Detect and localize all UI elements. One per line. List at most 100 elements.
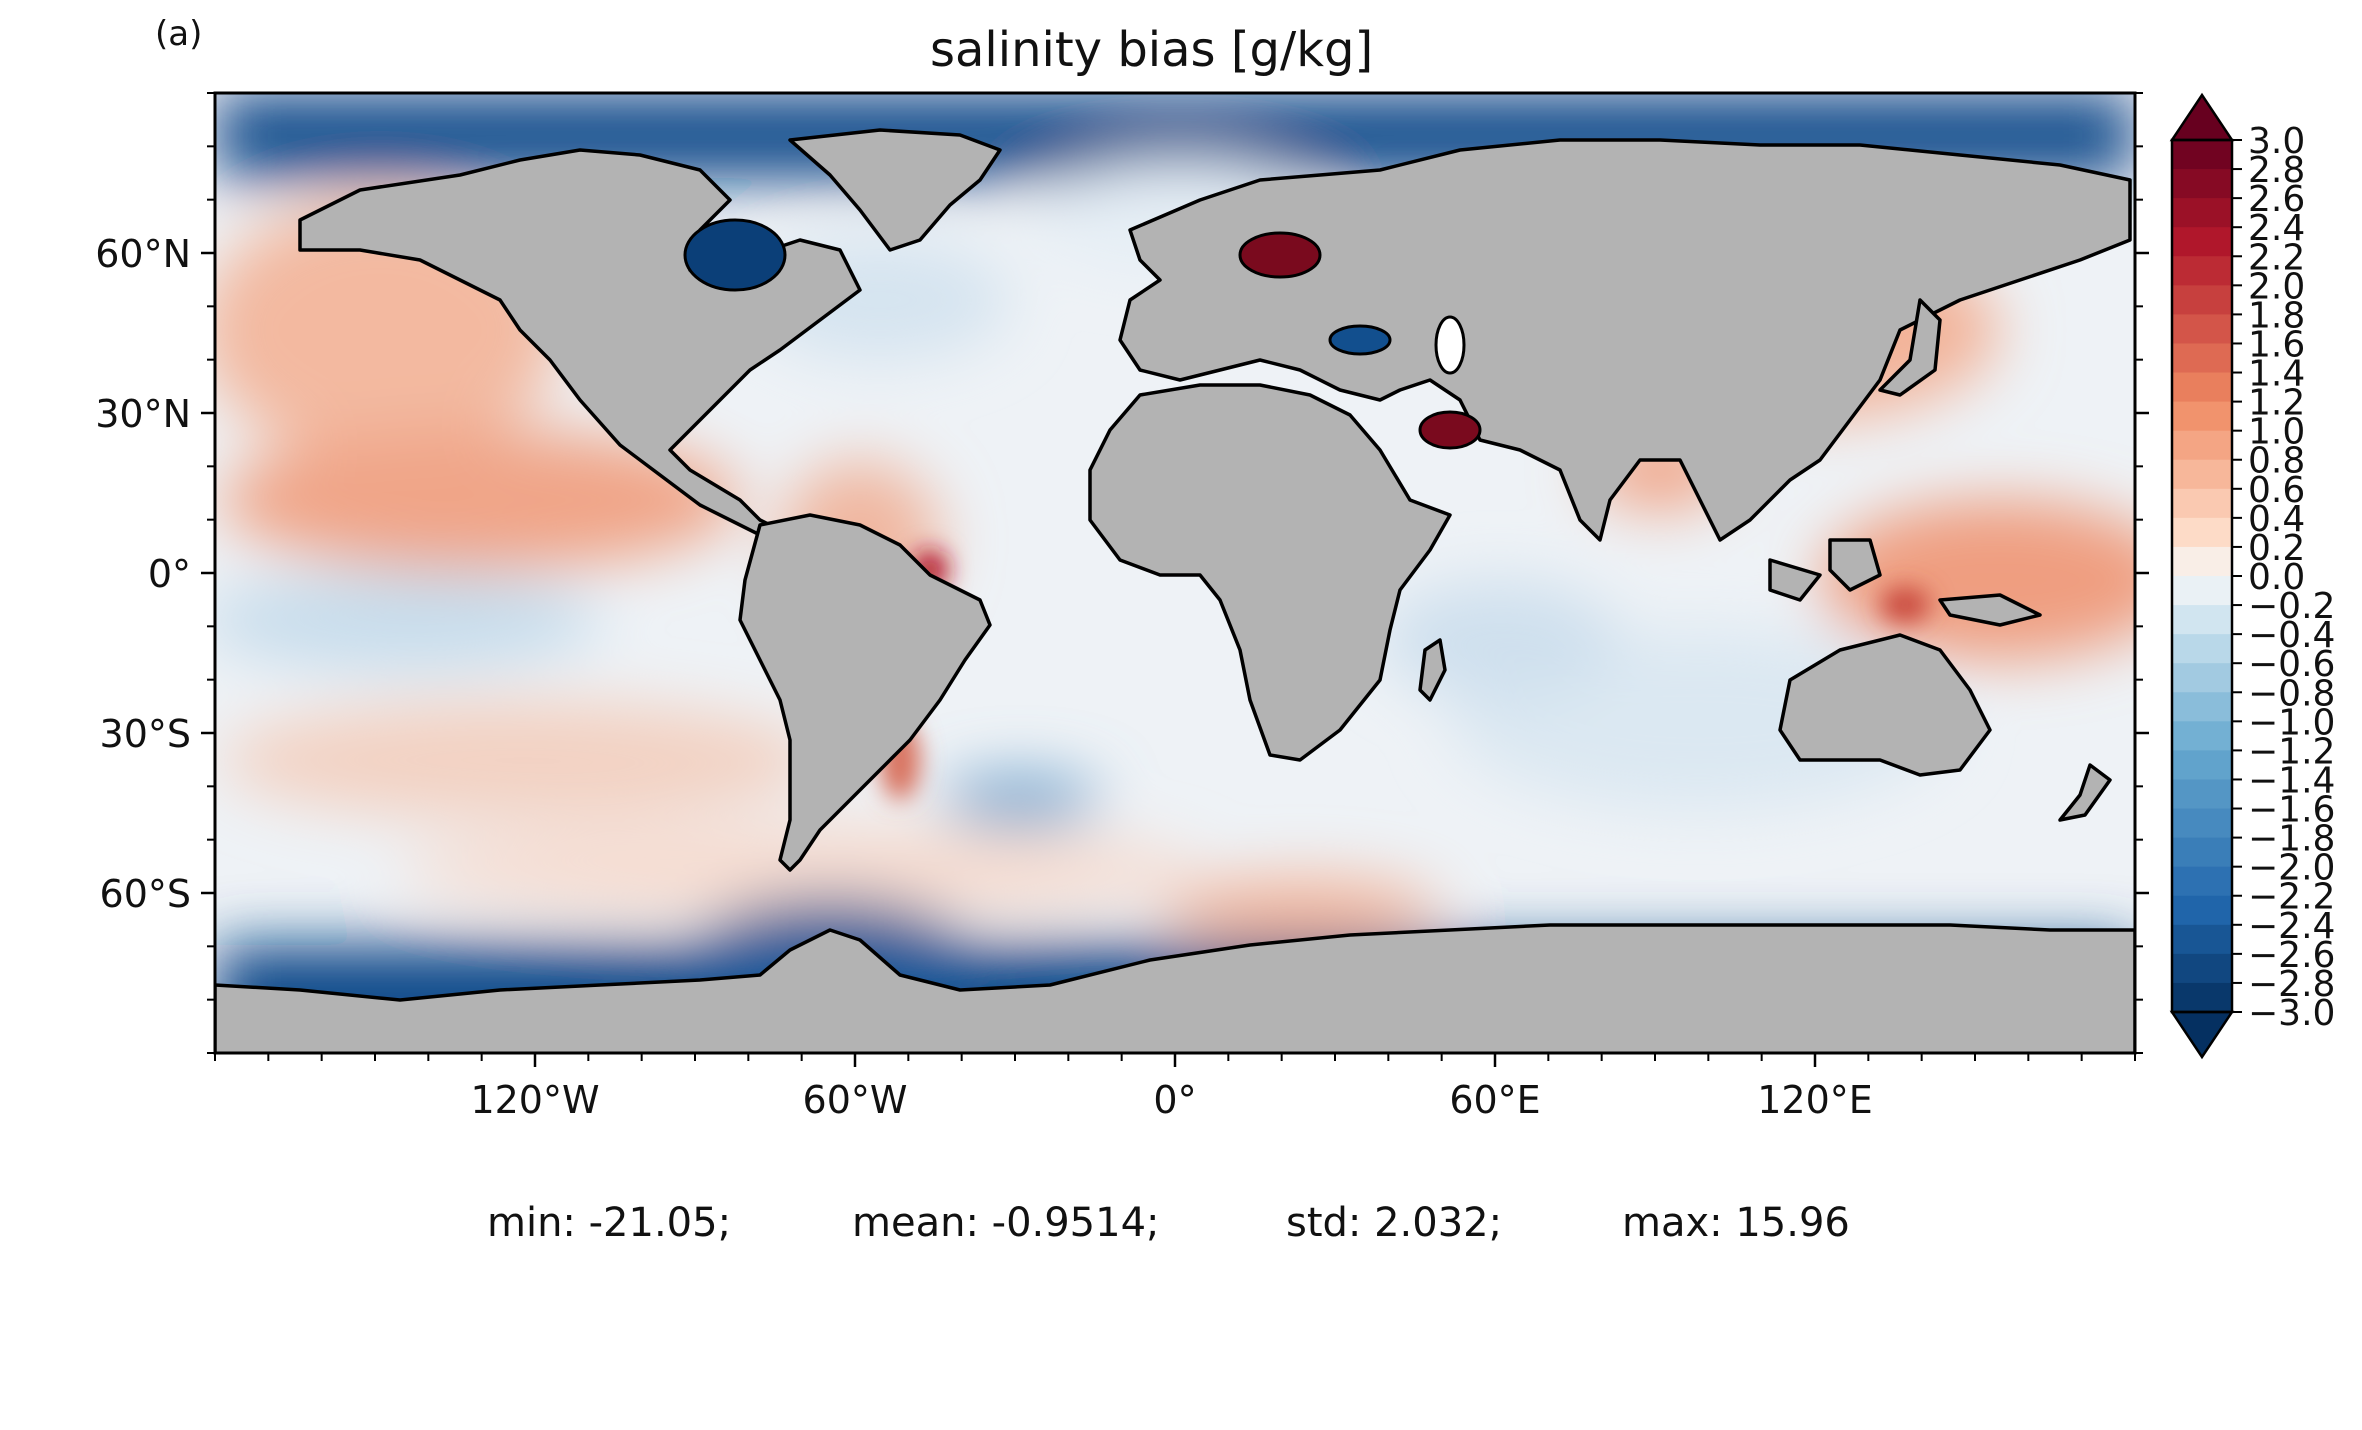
- antarctica-land: [215, 923, 2135, 1053]
- colorbar-segment: [2172, 488, 2232, 519]
- lat-tick-label: 60°S: [100, 872, 191, 916]
- colorbar-segment: [2172, 953, 2232, 984]
- colorbar-extend-max: [2169, 92, 2235, 142]
- colorbar-segment: [2172, 430, 2232, 461]
- map-title: salinity bias [g/kg]: [930, 22, 1374, 78]
- colorbar-tick-label: −3.0: [2248, 993, 2335, 1034]
- colorbar-segment: [2172, 256, 2232, 286]
- colorbar-segment: [2172, 459, 2232, 490]
- longitude-axis: 120°W 60°W 0° 60°E 120°E: [214, 1053, 2136, 1122]
- latitude-axis: 60°N 30°N 0° 30°S 60°S: [95, 92, 2149, 1054]
- colorbar-segment: [2172, 576, 2232, 606]
- stat-mean: mean: -0.9514;: [852, 1200, 1160, 1246]
- colorbar: 3.02.82.62.42.22.01.81.61.41.21.00.80.60…: [2169, 92, 2335, 1060]
- colorbar-segment: [2172, 314, 2232, 345]
- colorbar-segment: [2172, 517, 2232, 548]
- lon-tick-label: 60°E: [1449, 1078, 1540, 1122]
- colorbar-tick-label: 0.4: [2248, 499, 2305, 540]
- colorbar-tick-label: −2.8: [2248, 964, 2335, 1005]
- australia-land: [1778, 633, 1992, 777]
- colorbar-tick-label: −1.6: [2248, 790, 2335, 831]
- panel-label: (a): [155, 14, 203, 54]
- stat-std: std: 2.032;: [1286, 1200, 1503, 1246]
- colorbar-segment: [2172, 866, 2232, 897]
- colorbar-segment: [2172, 808, 2232, 839]
- colorbar-segment: [2172, 750, 2232, 781]
- hudson-bay: [683, 218, 787, 292]
- colorbar-segment: [2172, 837, 2232, 868]
- colorbar-tick-label: −1.8: [2248, 819, 2335, 860]
- colorbar-tick-label: 0.8: [2248, 441, 2305, 482]
- colorbar-tick-label: −0.4: [2248, 615, 2335, 656]
- persian-gulf: [1418, 410, 1482, 450]
- colorbar-tick-label: −2.4: [2248, 906, 2335, 947]
- north-america-land: [298, 148, 862, 542]
- stat-max: max: 15.96: [1622, 1200, 1850, 1246]
- colorbar-tick-label: −2.0: [2248, 848, 2335, 889]
- colorbar-tick-label: 1.0: [2248, 412, 2305, 453]
- colorbar-segment: [2172, 198, 2232, 228]
- colorbar-segment: [2172, 343, 2232, 374]
- colorbar-segment: [2172, 546, 2232, 577]
- colorbar-tick-label: 1.6: [2248, 324, 2305, 365]
- colorbar-tick-label: 0.2: [2248, 528, 2305, 569]
- colorbar-segment: [2172, 227, 2232, 257]
- colorbar-tick-label: 1.4: [2248, 354, 2305, 395]
- colorbar-tick-label: 1.2: [2248, 383, 2305, 424]
- colorbar-tick-label: −2.2: [2248, 877, 2335, 918]
- colorbar-segment: [2172, 692, 2232, 722]
- map-figure: 60°N30°N0°30°S60°S 120°W 60°W 0° 60°E 120°E …: [95, 91, 2335, 1122]
- colorbar-tick-label: 0.6: [2248, 470, 2305, 511]
- map-axes: [215, 93, 2135, 1053]
- colorbar-segment: [2172, 895, 2232, 926]
- colorbar-tick-label: −0.2: [2248, 586, 2335, 627]
- new-zealand-land: [2058, 763, 2112, 822]
- lon-tick-label: 120°W: [470, 1078, 599, 1122]
- borneo-land: [1828, 538, 1882, 592]
- colorbar-tick-label: −1.4: [2248, 760, 2335, 801]
- colorbar-tick-label: −0.8: [2248, 673, 2335, 714]
- colorbar-tick-label: 3.0: [2248, 121, 2305, 162]
- colorbar-segment: [2172, 285, 2232, 315]
- lat-tick-label: 30°S: [100, 712, 191, 756]
- colorbar-segment: [2172, 982, 2232, 1013]
- colorbar-tick-label: 2.2: [2248, 237, 2305, 278]
- stat-min: min: -21.05;: [487, 1200, 732, 1246]
- greenland-land: [788, 128, 1002, 252]
- land-masses: [215, 128, 2135, 1053]
- colorbar-tick-label: −1.2: [2248, 731, 2335, 772]
- lon-tick-label: 60°W: [803, 1078, 908, 1122]
- indonesia-land: [1768, 558, 1822, 602]
- japan-land: [1878, 298, 1942, 397]
- colorbar-tick-label: 2.4: [2248, 208, 2305, 249]
- baltic-sea: [1238, 231, 1322, 279]
- lon-tick-label: 0°: [1153, 1078, 1196, 1122]
- lat-tick-label: 0°: [148, 552, 191, 596]
- madagascar-land: [1418, 638, 1447, 702]
- colorbar-tick-label: −2.6: [2248, 935, 2335, 976]
- colorbar-tick-label: 0.0: [2248, 557, 2305, 598]
- south-america-land: [738, 513, 992, 872]
- colorbar-segment: [2172, 605, 2232, 635]
- colorbar-tick-label: 2.6: [2248, 179, 2305, 220]
- colorbar-tick-label: 1.8: [2248, 295, 2305, 336]
- lat-tick-label: 60°N: [95, 232, 191, 276]
- lon-tick-label: 120°E: [1757, 1078, 1873, 1122]
- colorbar-segment: [2172, 372, 2232, 403]
- colorbar-segment: [2172, 721, 2232, 751]
- new-guinea-land: [1938, 593, 2042, 627]
- africa-land: [1088, 383, 1452, 762]
- colorbar-segment: [2172, 169, 2232, 199]
- black-sea: [1328, 324, 1392, 356]
- colorbar-segment: [2172, 663, 2232, 693]
- colorbar-tick-label: −0.6: [2248, 644, 2335, 685]
- colorbar-tick-label: 2.0: [2248, 266, 2305, 307]
- colorbar-tick-label: −1.0: [2248, 702, 2335, 743]
- eurasia-land: [1118, 138, 2132, 542]
- colorbar-segment: [2172, 779, 2232, 810]
- colorbar-extend-min: [2169, 1010, 2235, 1060]
- colorbar-segment: [2172, 634, 2232, 664]
- colorbar-segment: [2172, 924, 2232, 955]
- statistics-line: min: -21.05; mean: -0.9514; std: 2.032; …: [0, 1200, 2362, 1430]
- colorbar-tick-label: 2.8: [2248, 150, 2305, 191]
